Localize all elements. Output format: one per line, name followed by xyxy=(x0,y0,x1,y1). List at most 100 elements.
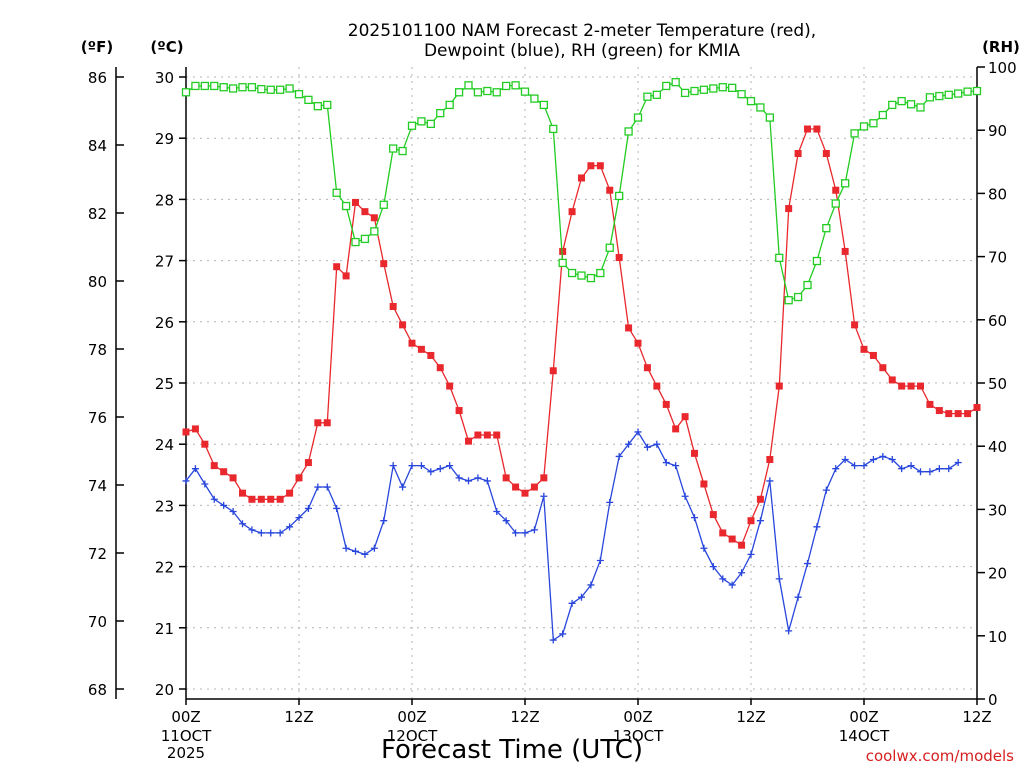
data-point-rh xyxy=(191,81,200,91)
data-point-dewpoint xyxy=(813,523,821,531)
x-tick-label-hour: 12Z xyxy=(510,708,539,726)
rh-tick-label: 20 xyxy=(988,565,1007,583)
data-point-temperature xyxy=(662,400,670,408)
data-point-rh xyxy=(200,81,209,91)
data-point-rh xyxy=(671,78,680,87)
data-point-dewpoint xyxy=(728,581,736,589)
data-point-dewpoint xyxy=(427,468,435,476)
x-tick-label-date: 11OCT xyxy=(161,727,212,745)
data-point-dewpoint xyxy=(606,498,614,506)
rh-tick-label: 100 xyxy=(988,59,1017,77)
data-point-rh xyxy=(294,90,304,99)
data-point-rh xyxy=(539,100,548,110)
data-point-temperature xyxy=(352,198,359,206)
data-point-temperature xyxy=(191,425,199,433)
data-point-rh xyxy=(445,100,454,110)
data-point-rh xyxy=(304,95,313,105)
data-point-temperature xyxy=(239,489,246,497)
data-point-temperature xyxy=(248,495,256,503)
x-tick-label-date: 14OCT xyxy=(839,727,890,745)
data-point-temperature xyxy=(530,483,538,491)
data-point-dewpoint xyxy=(446,462,454,470)
data-point-rh xyxy=(360,234,370,244)
data-point-temperature xyxy=(794,150,802,157)
data-point-temperature xyxy=(314,419,322,427)
data-point-rh xyxy=(728,83,737,93)
data-point-temperature xyxy=(822,150,830,157)
data-point-temperature xyxy=(973,403,981,411)
data-point-rh xyxy=(257,84,266,94)
data-point-dewpoint xyxy=(333,504,341,512)
data-point-dewpoint xyxy=(389,462,397,470)
data-point-dewpoint xyxy=(399,483,407,491)
data-point-dewpoint xyxy=(201,480,209,488)
data-point-rh xyxy=(652,90,661,99)
x-tick-label-hour: 12Z xyxy=(736,708,765,726)
data-point-dewpoint xyxy=(361,550,369,558)
data-point-rh xyxy=(483,86,492,96)
data-point-rh xyxy=(756,103,765,112)
data-point-temperature xyxy=(719,529,727,537)
data-point-temperature xyxy=(380,260,388,268)
x-tick-label-date: 13OCT xyxy=(613,727,664,745)
data-point-dewpoint xyxy=(267,529,275,537)
data-point-rh xyxy=(520,87,530,96)
data-point-dewpoint xyxy=(879,452,887,460)
data-point-temperature xyxy=(465,437,472,445)
data-point-rh xyxy=(737,90,746,99)
fahrenheit-tick-label: 72 xyxy=(88,545,107,563)
data-point-temperature xyxy=(587,162,595,170)
data-point-dewpoint xyxy=(229,508,237,516)
data-point-rh xyxy=(389,144,398,153)
data-point-temperature xyxy=(408,339,416,347)
data-point-temperature xyxy=(568,208,576,216)
data-point-rh xyxy=(822,224,831,233)
series-dewpoint xyxy=(182,428,962,644)
data-point-temperature xyxy=(201,440,209,448)
data-point-temperature xyxy=(653,382,661,390)
data-point-rh xyxy=(454,88,464,97)
data-point-dewpoint xyxy=(474,474,482,482)
data-point-dewpoint xyxy=(785,627,793,635)
data-point-dewpoint xyxy=(681,492,689,500)
data-point-dewpoint xyxy=(559,630,567,638)
data-point-dewpoint xyxy=(210,495,218,503)
data-point-dewpoint xyxy=(719,575,727,583)
data-point-rh xyxy=(473,88,483,97)
data-point-rh xyxy=(276,85,285,94)
data-point-temperature xyxy=(436,364,444,372)
x-tick-label-hour: 00Z xyxy=(849,708,878,726)
data-point-rh xyxy=(746,96,756,106)
celsius-tick-label: 28 xyxy=(155,191,174,209)
data-point-dewpoint xyxy=(672,462,680,470)
data-point-rh xyxy=(332,188,341,197)
data-point-rh xyxy=(370,227,379,236)
fahrenheit-tick-label: 78 xyxy=(88,341,107,359)
data-point-rh xyxy=(464,81,473,90)
data-point-rh xyxy=(963,87,972,96)
x-tick-label-date: 12OCT xyxy=(387,727,438,745)
data-point-dewpoint xyxy=(493,508,501,516)
data-point-dewpoint xyxy=(502,517,510,525)
data-point-rh xyxy=(699,85,709,94)
data-point-dewpoint xyxy=(408,462,416,470)
data-point-temperature xyxy=(709,511,717,519)
data-point-rh xyxy=(831,199,840,208)
data-point-dewpoint xyxy=(521,529,529,537)
fahrenheit-unit-label: (ºF) xyxy=(81,38,113,56)
x-tick-label-hour: 00Z xyxy=(397,708,426,726)
data-point-temperature xyxy=(446,382,454,390)
celsius-tick-label: 26 xyxy=(155,314,174,332)
axes: 20 21 22 23 24 25 26 27 28 29 30 68 70 72 74 76 78 80 82 84… xyxy=(88,59,1017,709)
data-point-temperature xyxy=(785,205,793,213)
data-point-rh xyxy=(351,237,360,247)
celsius-tick-label: 23 xyxy=(155,497,174,515)
data-point-rh xyxy=(577,271,586,280)
data-point-rh xyxy=(323,100,332,110)
data-point-temperature xyxy=(625,324,633,332)
x-tick-label-year: 2025 xyxy=(167,744,205,762)
data-point-dewpoint xyxy=(370,544,378,552)
data-point-temperature xyxy=(888,376,896,384)
fahrenheit-tick-label: 74 xyxy=(88,477,107,495)
